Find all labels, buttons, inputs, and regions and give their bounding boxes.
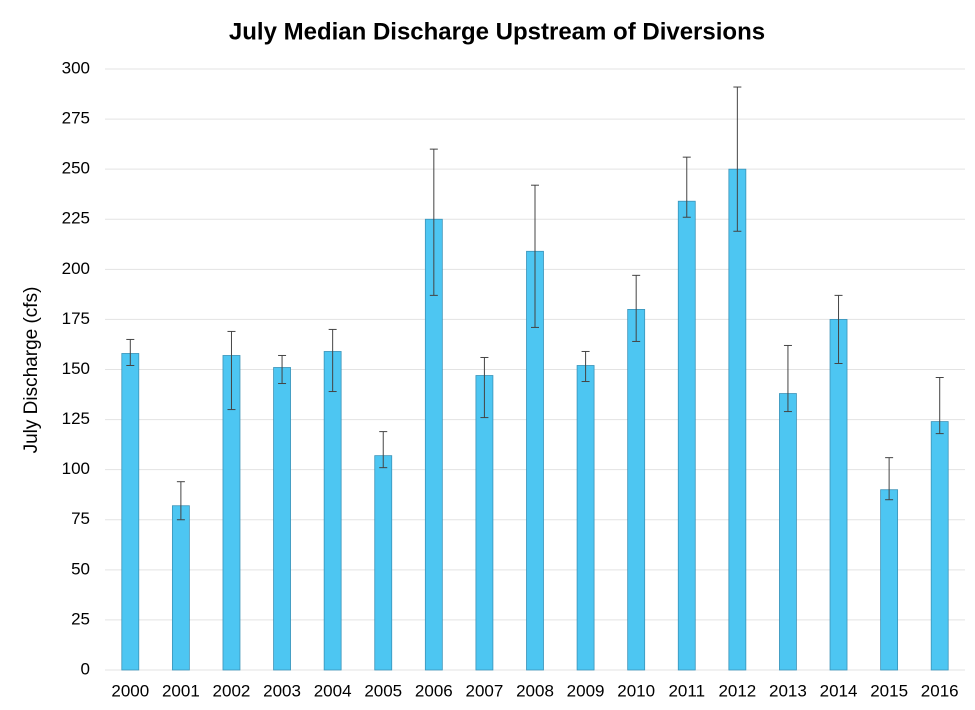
bar (627, 308, 646, 671)
x-tick-label: 2012 (718, 681, 756, 700)
error-bar (834, 294, 843, 364)
error-bar (379, 431, 388, 469)
y-tick-label: 150 (62, 359, 90, 378)
x-tick-label: 2004 (314, 681, 352, 700)
bar (930, 421, 949, 671)
error-bar (733, 86, 742, 232)
y-axis-label: July Discharge (cfs) (21, 287, 42, 454)
y-tick-label: 200 (62, 259, 90, 278)
bar (475, 375, 494, 671)
x-tick-label: 2010 (617, 681, 655, 700)
x-tick-label: 2006 (415, 681, 453, 700)
y-tick-label: 275 (62, 109, 90, 128)
y-tick-label: 75 (71, 509, 90, 528)
bar (171, 505, 190, 671)
bar (677, 200, 696, 671)
error-bar (278, 354, 287, 385)
y-tick-label: 50 (71, 559, 90, 578)
bar (374, 455, 393, 671)
x-tick-label: 2014 (820, 681, 858, 700)
bar (829, 319, 848, 671)
bar (323, 351, 342, 671)
bar (273, 367, 291, 671)
x-tick-label: 2007 (465, 681, 503, 700)
bar (576, 365, 595, 671)
error-bar (682, 156, 691, 218)
bar (779, 393, 797, 671)
error-bar (885, 457, 894, 501)
error-bar (581, 350, 590, 383)
x-tick-label: 2013 (769, 681, 807, 700)
y-tick-label: 25 (71, 609, 90, 628)
error-bar (480, 356, 489, 419)
x-tick-label: 2000 (111, 681, 149, 700)
error-bar (783, 344, 792, 413)
error-bar (126, 338, 135, 366)
x-tick-label: 2015 (870, 681, 908, 700)
x-tick-label: 2009 (567, 681, 605, 700)
x-tick-label: 2001 (162, 681, 200, 700)
y-tick-label: 175 (62, 309, 90, 328)
x-tick-label: 2016 (921, 681, 959, 700)
error-bar (227, 330, 236, 411)
y-tick-label: 225 (62, 209, 90, 228)
x-tick-label: 2011 (668, 681, 705, 700)
x-tick-label: 2003 (263, 681, 301, 700)
bar (728, 168, 747, 671)
chart-title: July Median Discharge Upstream of Divers… (229, 18, 765, 45)
error-bar (935, 377, 944, 435)
y-tick-label: 100 (62, 459, 90, 478)
y-tick-label: 125 (62, 409, 90, 428)
y-tick-label: 0 (81, 659, 90, 678)
error-bar (632, 274, 641, 342)
y-tick-label: 300 (62, 58, 90, 77)
x-tick-label: 2002 (213, 681, 251, 700)
bar (121, 353, 140, 671)
error-bar (531, 184, 539, 328)
error-bar (429, 148, 438, 296)
bar (880, 489, 899, 671)
y-tick-label: 250 (62, 159, 90, 178)
error-bar (176, 481, 185, 521)
error-bar (328, 328, 337, 393)
x-tick-label: 2008 (516, 681, 554, 700)
x-tick-label: 2005 (364, 681, 402, 700)
